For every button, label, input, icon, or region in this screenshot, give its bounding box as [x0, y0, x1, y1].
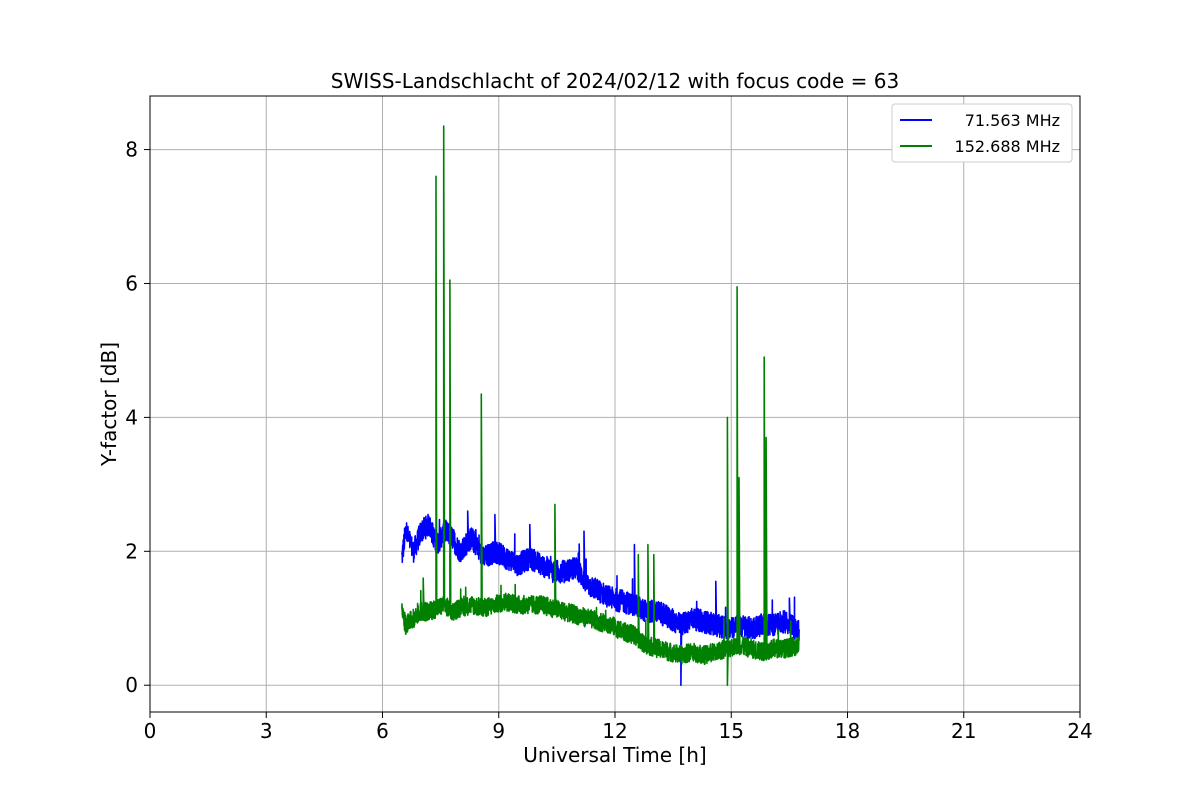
- legend-label: 71.563 MHz: [965, 111, 1060, 130]
- y-tick-label: 4: [125, 405, 138, 429]
- y-axis-title: Y-factor [dB]: [97, 342, 121, 467]
- x-axis-title: Universal Time [h]: [523, 743, 706, 767]
- plot-series: [401, 125, 800, 686]
- y-tick-label: 2: [125, 539, 138, 563]
- x-tick-label: 21: [951, 719, 976, 743]
- y-tick-label: 6: [125, 271, 138, 295]
- y-tick-label: 0: [125, 673, 138, 697]
- series-line-blue: [401, 510, 800, 686]
- x-tick-label: 12: [602, 719, 627, 743]
- chart-title: SWISS-Landschlacht of 2024/02/12 with fo…: [331, 69, 899, 93]
- x-tick-label: 15: [719, 719, 744, 743]
- x-tick-label: 18: [835, 719, 860, 743]
- legend-label: 152.688 MHz: [955, 137, 1060, 156]
- x-tick-label: 24: [1067, 719, 1092, 743]
- y-tick-label: 8: [125, 138, 138, 162]
- x-tick-label: 0: [144, 719, 157, 743]
- legend-box: [891, 103, 1073, 163]
- x-tick-label: 3: [260, 719, 273, 743]
- x-tick-label: 6: [376, 719, 389, 743]
- legend: 71.563 MHz 152.688 MHz: [891, 103, 1073, 163]
- series-line-green: [401, 125, 800, 686]
- x-tick-label: 9: [492, 719, 505, 743]
